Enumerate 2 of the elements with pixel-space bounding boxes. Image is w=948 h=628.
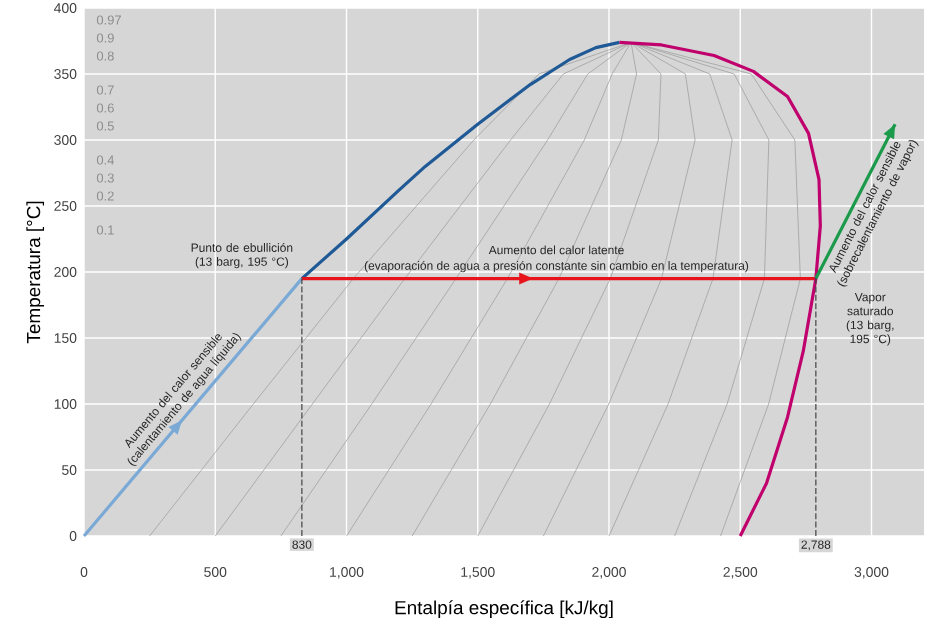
x-axis-title: Entalpía específica [kJ/kg] bbox=[395, 600, 613, 619]
y-axis-title: Temperatura [°C] bbox=[26, 201, 45, 344]
